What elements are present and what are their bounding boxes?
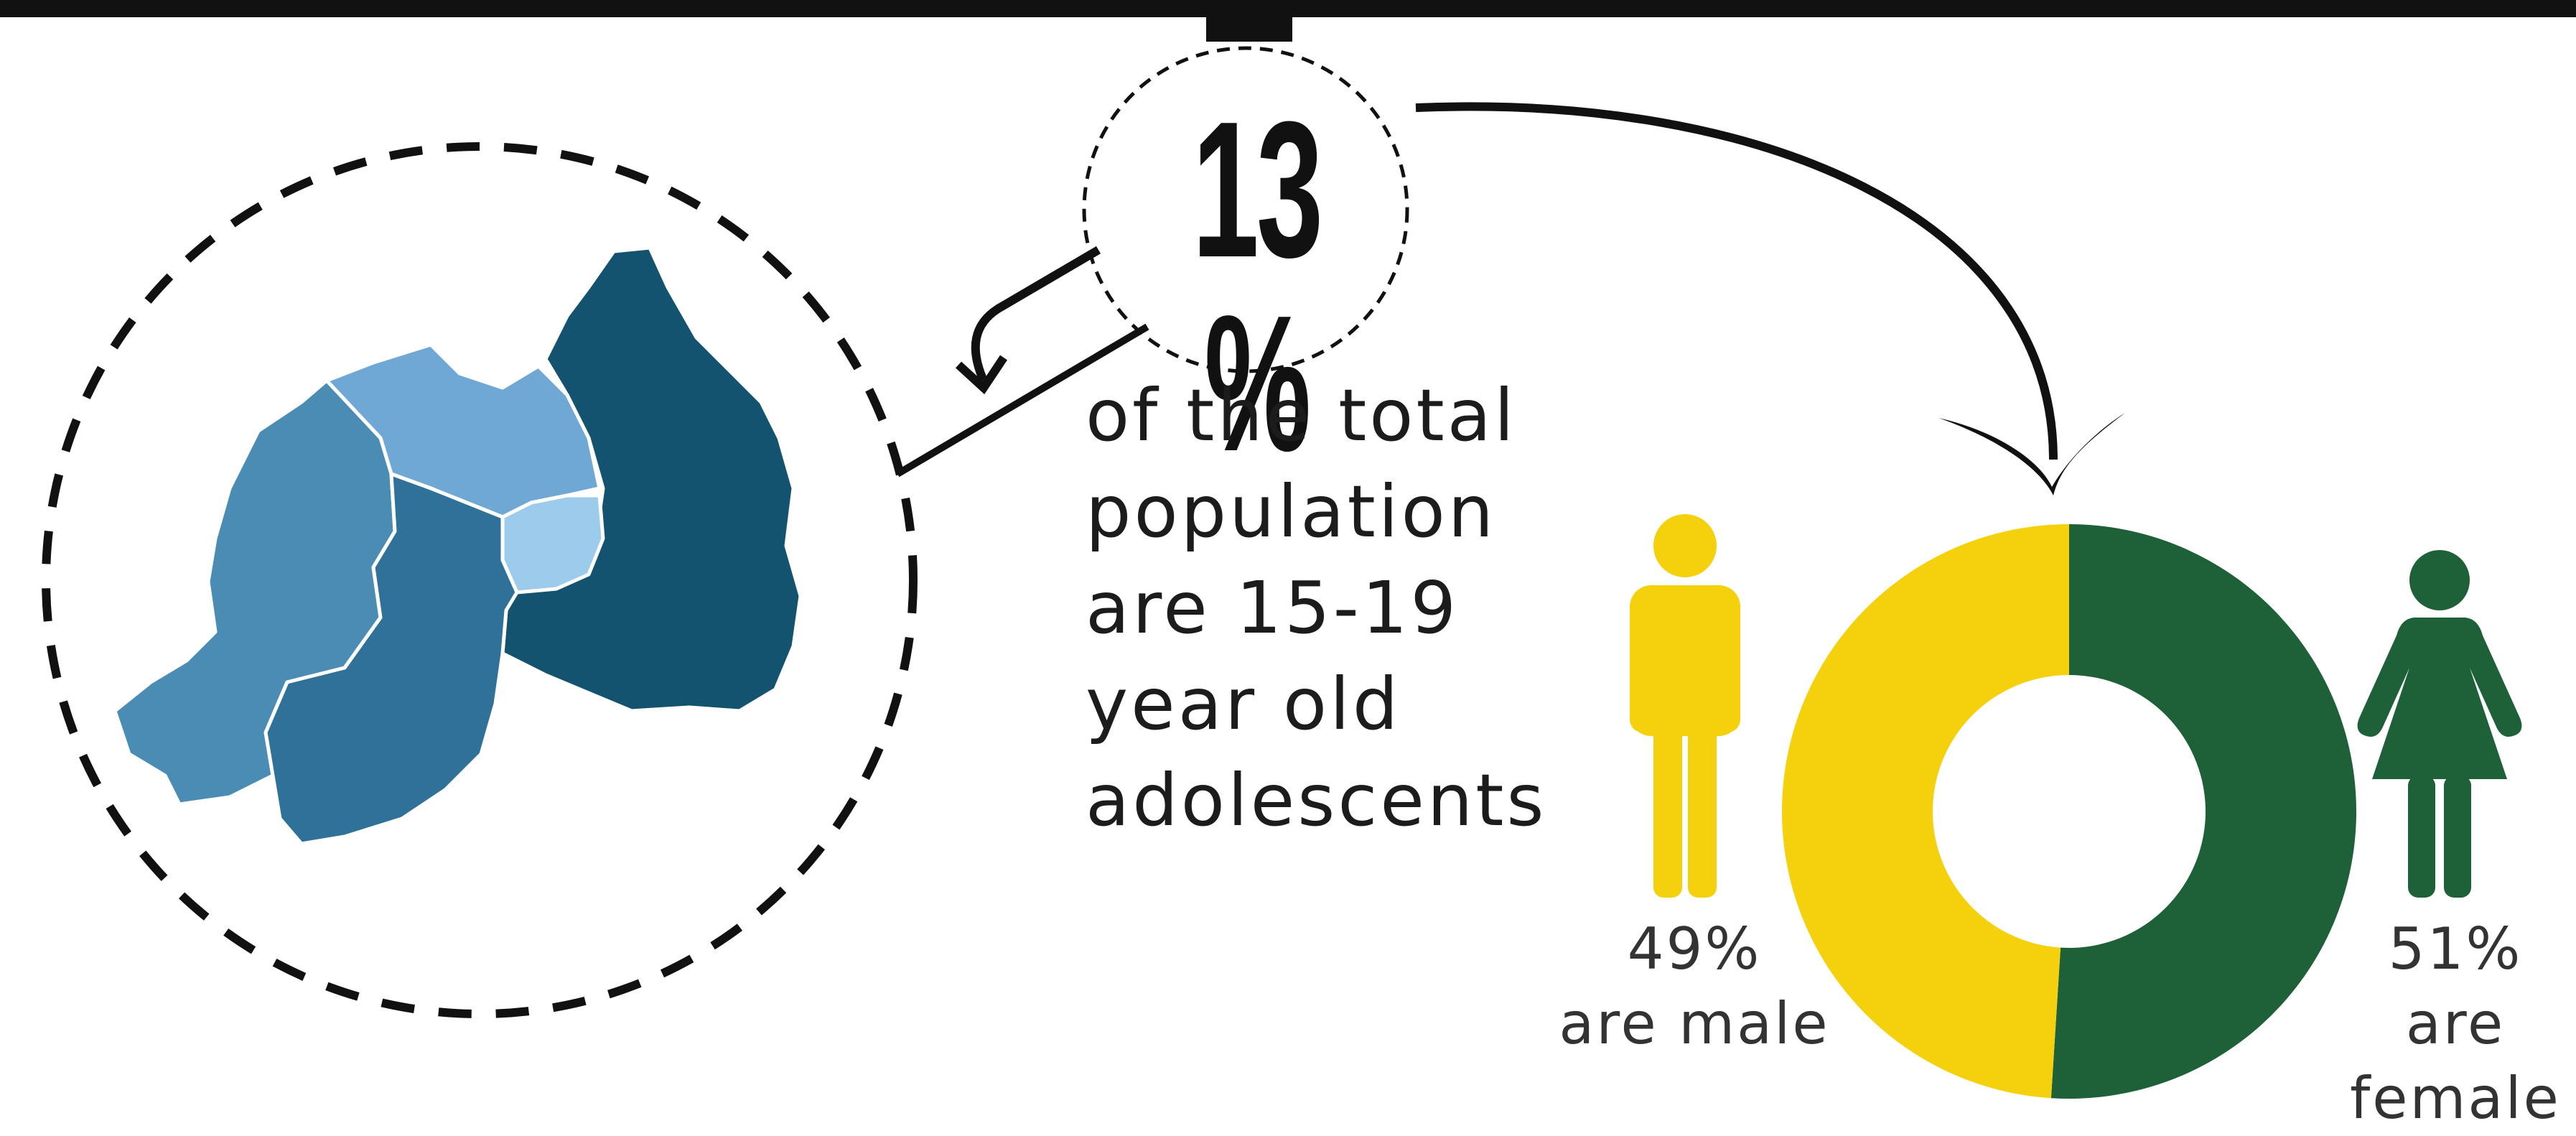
stat-description-line: of the total: [1086, 373, 1517, 457]
top-frame-tab: [1206, 0, 1292, 42]
donut-slice-male: [1782, 523, 2069, 1099]
female-text-line1: are: [2405, 990, 2506, 1057]
curved-arrow-head: [1938, 413, 2125, 495]
stat-description-line: adolescents: [1086, 758, 1547, 842]
stat-dashed-circle: [1082, 46, 1409, 373]
donut-slice-female: [2050, 524, 2357, 1099]
male-percent: 49%: [1627, 916, 1762, 982]
female-text-line2: female: [2350, 1065, 2561, 1132]
male-label: 49% are male: [1551, 912, 1838, 1061]
bent-arrow-icon: [971, 246, 1101, 383]
stat-percent: 13 %: [1192, 82, 1323, 492]
male-text: are male: [1559, 990, 1830, 1057]
bent-arrow-head: [955, 355, 1007, 395]
map-region-west: [113, 378, 397, 806]
stat-description-line: population: [1086, 470, 1497, 554]
stat-description-line: are 15-19: [1086, 566, 1460, 650]
male-person-icon: [1630, 514, 1740, 898]
map-dashed-circle: [42, 142, 918, 1018]
top-frame-right-edge: [2557, 0, 2576, 17]
female-person-icon: [2357, 550, 2522, 898]
female-percent: 51%: [2388, 916, 2523, 982]
map-connector-line: [895, 323, 1149, 478]
map-region-south: [263, 472, 519, 846]
rwanda-map: [113, 246, 803, 846]
curved-arrow-icon: [1415, 102, 2058, 460]
gender-donut-chart: [1782, 523, 2357, 1099]
stat-description: of the total population are 15-19 year o…: [1086, 368, 1547, 849]
female-label: 51% are female: [2341, 912, 2570, 1136]
stat-description-line: year old: [1086, 662, 1401, 746]
